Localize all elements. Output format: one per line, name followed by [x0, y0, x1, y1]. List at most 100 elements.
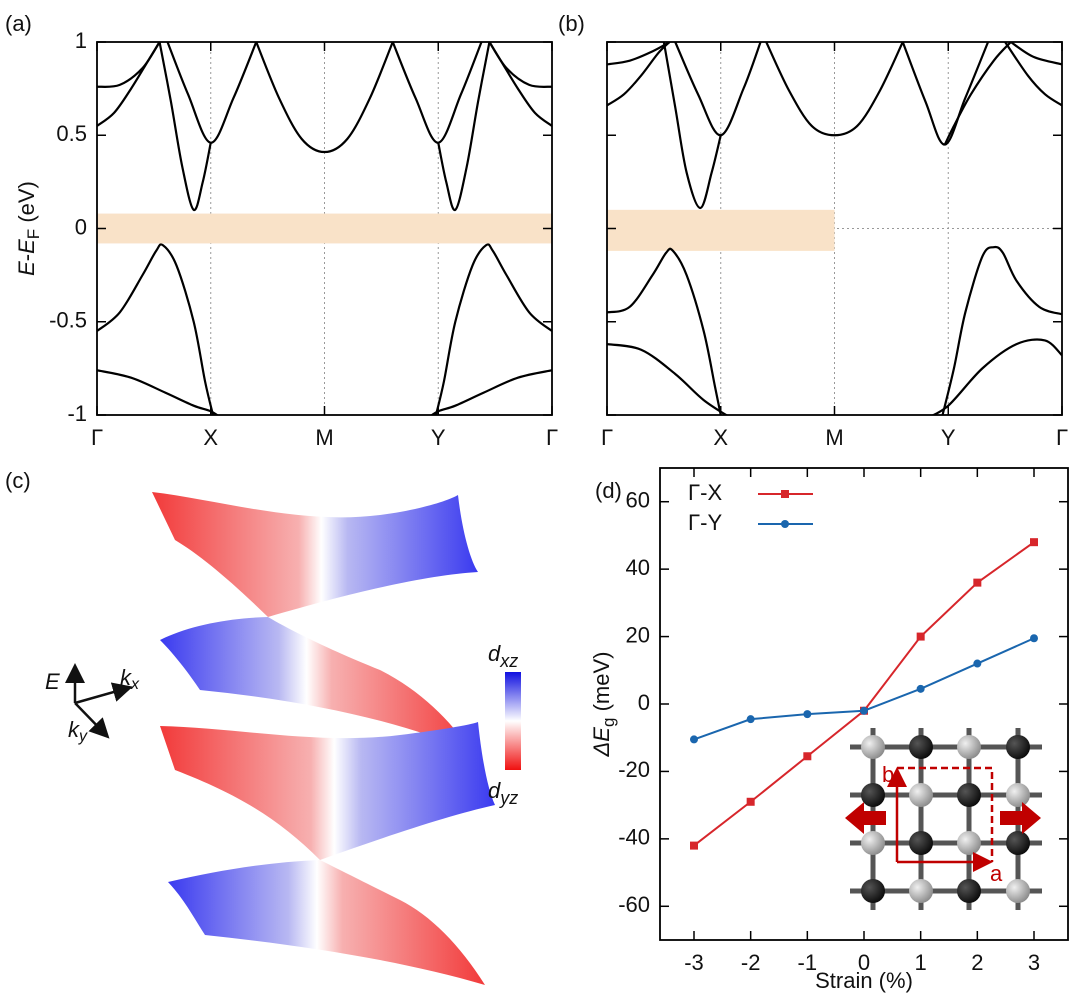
- x-tick-label: 3: [1028, 950, 1040, 975]
- atom: [957, 831, 981, 855]
- band-line: [1010, 42, 1062, 66]
- band-line: [437, 42, 491, 211]
- atom: [909, 783, 933, 807]
- x-tick-label: 0: [858, 950, 870, 975]
- x-tick-label: 1: [915, 950, 927, 975]
- y-tick-label: 60: [626, 488, 650, 513]
- atom: [861, 735, 885, 759]
- band-line: [488, 42, 552, 88]
- band-line: [97, 243, 215, 415]
- y-axis-label: ΔEg (meV): [589, 652, 619, 758]
- y-tick-label: -60: [618, 892, 650, 917]
- y-tick-label: -1: [67, 401, 87, 426]
- band-surface: [152, 492, 478, 617]
- band-line: [97, 369, 219, 415]
- y-tick-label: 1: [75, 28, 87, 53]
- band-line: [607, 247, 722, 415]
- colorbar-label: dyz: [488, 778, 518, 808]
- band-line: [662, 42, 722, 210]
- marker: [690, 735, 698, 744]
- y-tick-label: 20: [626, 622, 650, 647]
- y-tick-label: -0.5: [49, 308, 87, 333]
- band-line: [434, 243, 552, 415]
- axis-arrow: [74, 702, 110, 739]
- band-line: [255, 42, 394, 154]
- panel-label: (a): [5, 11, 32, 36]
- marker: [690, 841, 698, 850]
- plot-area: [607, 42, 1062, 415]
- marker: [803, 710, 812, 719]
- x-tick-label: Γ: [91, 425, 103, 450]
- band-line: [607, 42, 671, 66]
- marker: [973, 578, 982, 587]
- x-tick-label: X: [203, 425, 218, 450]
- panel-label: (b): [558, 11, 585, 36]
- band-surface: [160, 617, 472, 752]
- band-line: [391, 42, 483, 144]
- x-tick-label: Γ: [601, 425, 613, 450]
- y-axis-label-part: E: [14, 261, 39, 276]
- atom: [957, 879, 981, 903]
- atom: [1006, 735, 1030, 759]
- y-tick-label: 0: [638, 690, 650, 715]
- band-line: [765, 42, 904, 137]
- inset-label: a: [990, 861, 1003, 886]
- atom: [1006, 879, 1030, 903]
- panel-c: (c) E kx ky dxz dyz: [5, 468, 521, 985]
- y-tick-label: 0.5: [56, 121, 87, 146]
- band-line: [158, 42, 212, 211]
- x-tick-label: M: [825, 425, 843, 450]
- atom: [861, 783, 885, 807]
- y-tick-label: -20: [618, 757, 650, 782]
- marker: [860, 706, 868, 715]
- band-line: [97, 42, 161, 127]
- plot-frame: [659, 467, 1069, 941]
- x-axis-label: Strain (%): [815, 968, 913, 993]
- lattice-inset: b a: [845, 728, 1042, 910]
- y-axis-label-part: (meV): [589, 652, 614, 718]
- marker: [973, 659, 982, 668]
- atom: [957, 783, 981, 807]
- legend-marker: [781, 490, 789, 498]
- x-tick-label: 2: [971, 950, 983, 975]
- axis-label: kx: [120, 665, 140, 693]
- series-line: [693, 637, 1035, 741]
- band-line: [607, 343, 729, 415]
- y-axis-label-part: (eV): [14, 181, 39, 229]
- x-tick-label: -3: [684, 950, 704, 975]
- atom: [909, 735, 933, 759]
- band-line: [901, 42, 990, 146]
- atom: [909, 879, 933, 903]
- panel-label: (d): [595, 478, 622, 503]
- band-surface: [160, 722, 495, 860]
- band-line: [430, 369, 552, 415]
- y-axis-label-part: E: [14, 239, 39, 254]
- marker: [803, 752, 812, 761]
- atom: [957, 735, 981, 759]
- atom: [909, 831, 933, 855]
- y-axis-label-part: ΔE: [589, 727, 614, 758]
- atom: [861, 831, 885, 855]
- y-tick-label: 40: [626, 555, 650, 580]
- legend-label: Γ-Y: [688, 510, 722, 535]
- band-line: [674, 42, 762, 137]
- atom: [861, 879, 885, 903]
- band-line: [1004, 42, 1062, 107]
- plot-area: [97, 42, 552, 415]
- legend-label: Γ-X: [688, 480, 722, 505]
- atom: [1006, 831, 1030, 855]
- axis-label: ky: [68, 717, 88, 745]
- axis-label: E: [45, 669, 60, 694]
- gap-highlight: [97, 213, 552, 244]
- band-line: [97, 42, 161, 88]
- band-surface: [168, 860, 485, 985]
- x-tick-label: X: [713, 425, 728, 450]
- band-line: [931, 338, 1062, 415]
- band-line: [943, 42, 1012, 146]
- colorbar: [505, 672, 521, 770]
- band-line: [607, 42, 671, 107]
- panel-label: (c): [5, 468, 31, 493]
- x-tick-label: -2: [741, 950, 761, 975]
- marker: [1030, 538, 1038, 547]
